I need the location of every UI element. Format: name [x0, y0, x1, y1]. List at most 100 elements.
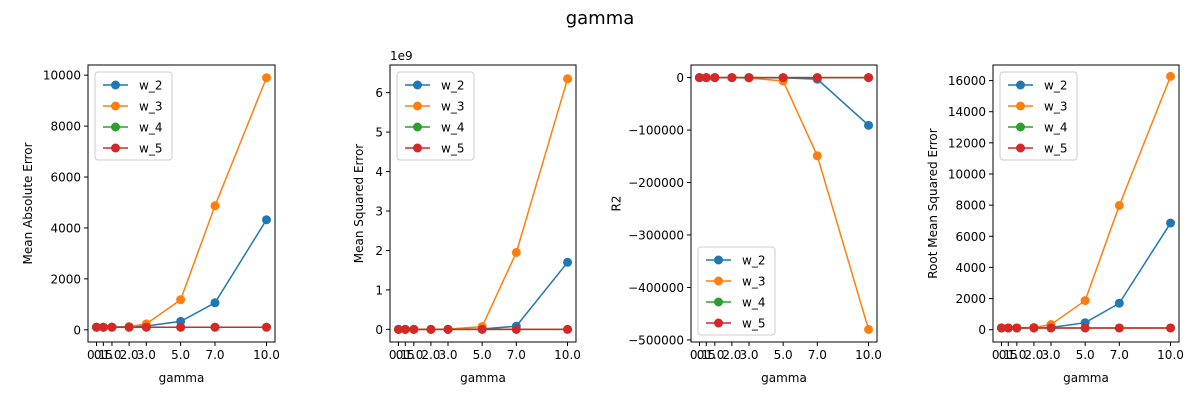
y-tick-label: −400000 — [628, 281, 684, 295]
x-tick-label: 2.0 — [1024, 348, 1043, 362]
x-tick-label: 0.5 — [94, 348, 113, 362]
y-axis-label: Root Mean Squared Error — [926, 128, 940, 279]
y-tick-label: 0 — [676, 71, 684, 85]
subplot-4: 0.10.51.02.03.0 5.0 7.0 10.0 0 2000 4000 6000 80… — [926, 64, 1184, 385]
y-tick-label: 10000 — [43, 69, 81, 83]
figure-title: gamma — [566, 8, 635, 29]
legend: w_2 w_3 w_4 w_5 — [697, 246, 776, 336]
legend-label: w_4 — [139, 121, 162, 135]
axes-frame — [389, 64, 577, 343]
legend-entry-w_5: w_5 — [405, 142, 464, 156]
x-tick-label: 2.0 — [120, 348, 139, 362]
legend-entry-w_4: w_4 — [1008, 121, 1067, 135]
x-tick-label: 0.1 — [992, 348, 1011, 362]
x-tick-label: 1.0 — [102, 348, 121, 362]
legend-label: w_5 — [441, 142, 464, 156]
subplot-3: 0.10.51.02.03.0 5.0 7.0 10.0 0 −100000 −200000… — [610, 64, 882, 385]
x-tick-label: 5.0 — [171, 348, 190, 362]
data-point-w_5 — [996, 323, 1006, 333]
legend-label: w_4 — [1044, 121, 1067, 135]
data-point-w_5 — [1012, 323, 1022, 333]
x-tick-label: 5.0 — [473, 348, 492, 362]
series-w_5 — [996, 323, 1176, 333]
x-tick-label: 7.0 — [808, 348, 827, 362]
data-point-w_5 — [701, 73, 711, 83]
legend-label: w_3 — [441, 100, 464, 114]
legend-entry-w_2: w_2 — [405, 79, 464, 93]
legend-label: w_4 — [742, 296, 765, 310]
legend-entry-w_3: w_3 — [405, 100, 464, 114]
x-axis-label: gamma — [761, 371, 807, 385]
legend-marker-w_4 — [1016, 122, 1025, 132]
y-tick-label: 4000 — [955, 261, 986, 275]
legend-entry-w_3: w_3 — [1008, 100, 1067, 114]
x-tick-label: 7.0 — [205, 348, 224, 362]
y-tick-label: 0 — [73, 323, 81, 337]
legend-marker-w_5 — [714, 318, 723, 328]
y-tick-label: 8000 — [955, 199, 986, 213]
data-point-w_3 — [511, 247, 521, 257]
legend-entry-w_2: w_2 — [1008, 79, 1067, 93]
x-tick-label: 0.1 — [87, 348, 106, 362]
legend-entry-w_2: w_2 — [706, 254, 765, 268]
x-axis-label: gamma — [460, 371, 506, 385]
x-tick-label: 1.0 — [705, 348, 724, 362]
data-point-w_5 — [176, 322, 186, 332]
x-tick-label: 0.1 — [389, 348, 408, 362]
x-tick-label: 7.0 — [1110, 348, 1129, 362]
x-tick-label: 0.5 — [396, 348, 415, 362]
data-point-w_5 — [426, 324, 436, 334]
x-tick-label: 3.0 — [137, 348, 156, 362]
x-tick-label: 3.0 — [739, 348, 758, 362]
data-point-w_5 — [141, 322, 151, 332]
legend-entry-w_5: w_5 — [706, 317, 765, 331]
series-w_5 — [92, 322, 271, 332]
subplots: 0.10.51.02.03.0 5.0 7.0 10.0020004000600080… — [21, 49, 1184, 385]
y-axis-label: Mean Squared Error — [352, 144, 366, 264]
legend-box — [94, 71, 173, 161]
legend-marker-w_3 — [413, 101, 422, 111]
y-tick-label: 6000 — [955, 230, 986, 244]
data-point-w_5 — [409, 324, 419, 334]
data-point-w_2 — [864, 120, 874, 130]
data-point-w_5 — [1046, 323, 1056, 333]
x-tick-label: 1.0 — [1007, 348, 1026, 362]
legend-label: w_3 — [742, 275, 765, 289]
legend-entry-w_4: w_4 — [103, 121, 162, 135]
legend-label: w_3 — [139, 100, 162, 114]
x-tick-label: 10.0 — [1157, 348, 1184, 362]
x-tick-label: 2.0 — [421, 348, 440, 362]
y-tick-label: 12000 — [948, 136, 986, 150]
legend-entry-w_3: w_3 — [706, 275, 765, 289]
data-point-w_2 — [210, 298, 220, 308]
data-point-w_5 — [400, 324, 410, 334]
axes-frame — [992, 64, 1180, 343]
y-axis-label: R2 — [610, 196, 624, 212]
y-tick-label: 3 — [375, 204, 383, 218]
x-tick-label: 5.0 — [1076, 348, 1095, 362]
legend-marker-w_2 — [714, 255, 723, 265]
data-point-w_5 — [1114, 323, 1124, 333]
legend-label: w_5 — [139, 142, 162, 156]
data-point-w_3 — [210, 201, 220, 211]
data-point-w_5 — [1080, 323, 1090, 333]
legend-marker-w_2 — [1016, 80, 1025, 90]
legend: w_2 w_3 w_4 w_5 — [999, 71, 1078, 161]
data-point-w_5 — [511, 324, 521, 334]
y-tick-label: 16000 — [948, 74, 986, 88]
legend-label: w_2 — [742, 254, 765, 268]
x-tick-label: 10.0 — [855, 348, 882, 362]
y-tick-label: −500000 — [628, 333, 684, 347]
x-tick-label: 10.0 — [554, 348, 581, 362]
y-tick-label: 0 — [978, 323, 986, 337]
y-tick-label: 1 — [375, 283, 383, 297]
legend-entry-w_4: w_4 — [706, 296, 765, 310]
x-tick-label: 5.0 — [774, 348, 793, 362]
series-w_5 — [694, 73, 874, 83]
series-w_5 — [393, 324, 573, 334]
data-point-w_5 — [92, 322, 101, 332]
legend-marker-w_5 — [111, 143, 120, 153]
x-tick-label: 0.1 — [690, 348, 709, 362]
x-tick-label: 10.0 — [253, 348, 280, 362]
